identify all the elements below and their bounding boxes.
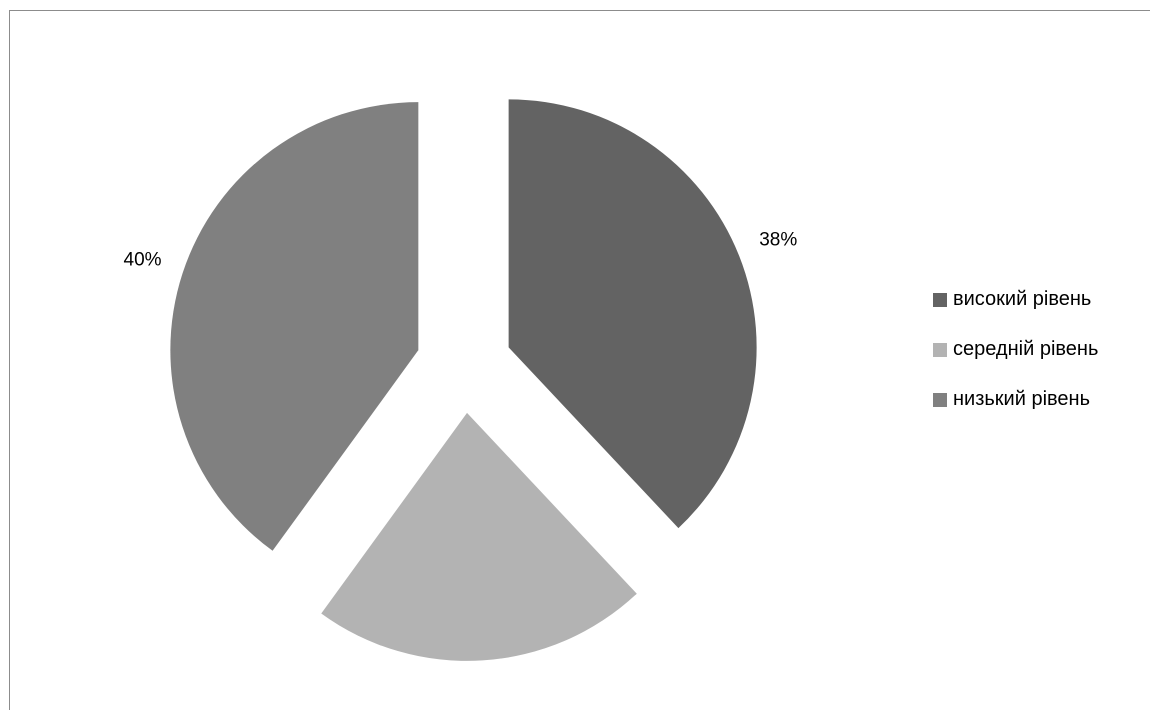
legend-item-low: низький рівень: [933, 387, 1098, 412]
legend-item-medium: середній рівень: [933, 337, 1098, 362]
legend-swatch-medium: [933, 342, 947, 357]
pie-slice-high: [508, 99, 757, 529]
data-label-low: 40%: [124, 250, 162, 271]
legend-label-high: високий рівень: [953, 288, 1092, 310]
legend-item-high: високий рівень: [933, 287, 1098, 312]
legend-swatch-high: [933, 292, 947, 307]
pie-chart: 38%22%40%: [124, 99, 797, 661]
pie-slice-medium: [321, 412, 637, 661]
chart-area: [9, 10, 1150, 710]
legend: високий рівень середній рівень низький р…: [933, 287, 1098, 437]
legend-label-medium: середній рівень: [953, 338, 1099, 360]
legend-swatch-low: [933, 392, 947, 407]
legend-label-low: низький рівень: [953, 388, 1091, 410]
data-label-high: 38%: [759, 230, 797, 251]
pie-slice-low: [170, 102, 419, 551]
